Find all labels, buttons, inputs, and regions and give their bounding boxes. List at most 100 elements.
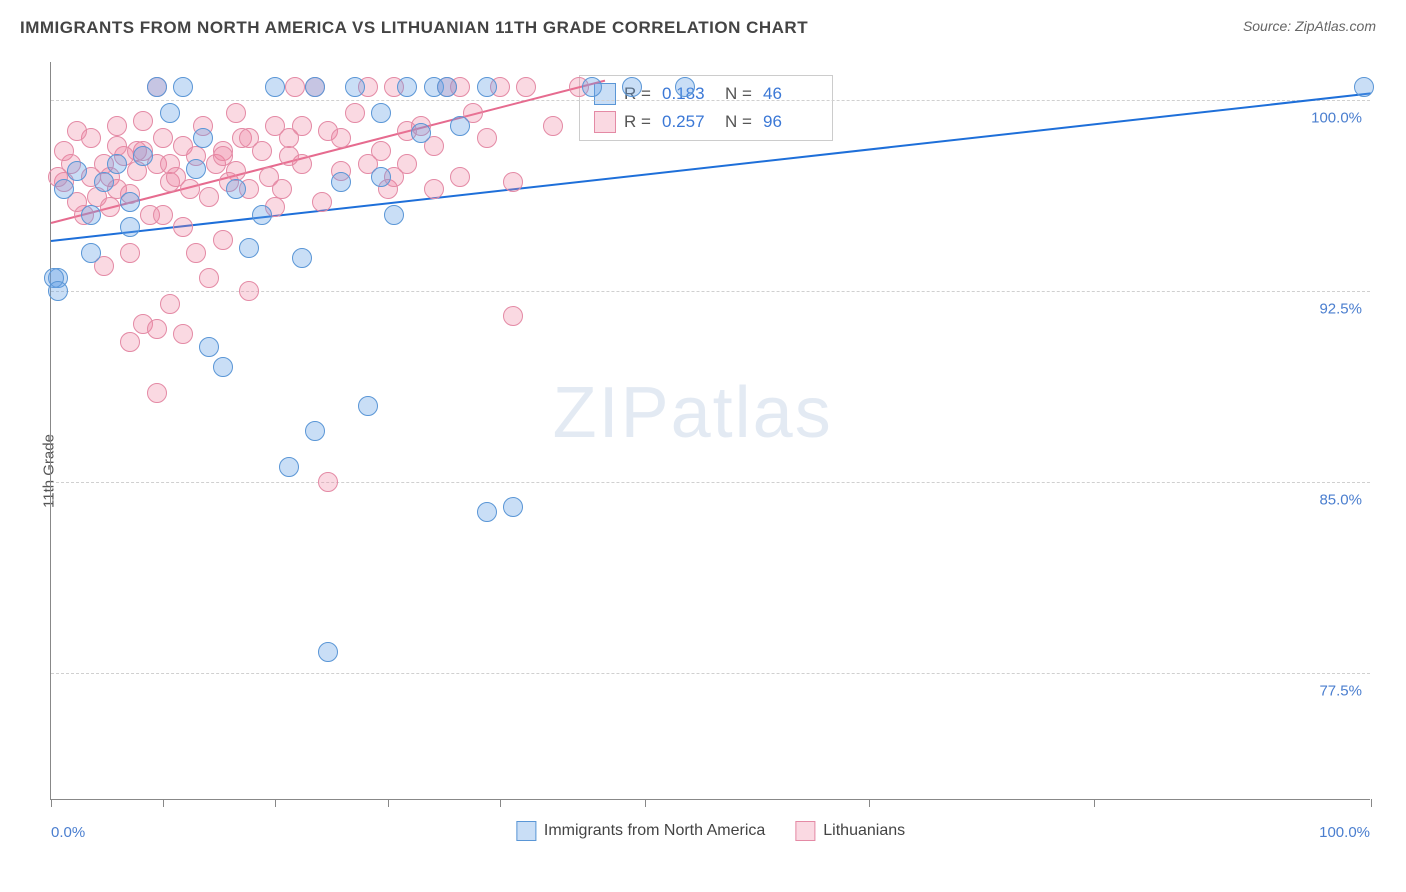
data-point-series1 [265, 77, 285, 97]
data-point-series2 [160, 294, 180, 314]
data-point-series2 [292, 116, 312, 136]
data-point-series1 [160, 103, 180, 123]
stats-r-label: R = [624, 112, 654, 132]
x-tick [51, 799, 52, 807]
data-point-series1 [675, 77, 695, 97]
data-point-series1 [305, 77, 325, 97]
data-point-series2 [424, 179, 444, 199]
bottom-legend: Immigrants from North America Lithuanian… [516, 821, 905, 841]
legend-label-series2: Lithuanians [823, 822, 905, 840]
data-point-series2 [213, 230, 233, 250]
data-point-series2 [180, 179, 200, 199]
gridline [51, 482, 1370, 483]
data-point-series1 [371, 167, 391, 187]
data-point-series1 [186, 159, 206, 179]
legend-item-series2: Lithuanians [795, 821, 905, 841]
data-point-series1 [213, 357, 233, 377]
gridline [51, 673, 1370, 674]
data-point-series2 [477, 128, 497, 148]
data-point-series1 [305, 421, 325, 441]
data-point-series1 [477, 77, 497, 97]
data-point-series1 [173, 77, 193, 97]
data-point-series1 [411, 123, 431, 143]
data-point-series2 [285, 77, 305, 97]
data-point-series1 [54, 179, 74, 199]
watermark-text-b: atlas [671, 373, 833, 453]
series2-swatch-icon [795, 821, 815, 841]
data-point-series1 [133, 146, 153, 166]
data-point-series1 [199, 337, 219, 357]
data-point-series2 [153, 205, 173, 225]
x-tick [645, 799, 646, 807]
stats-legend-box: R = 0.183 N = 46 R = 0.257 N = 96 [579, 75, 833, 141]
series2-swatch-icon [594, 111, 616, 133]
data-point-series1 [81, 205, 101, 225]
data-point-series1 [371, 103, 391, 123]
data-point-series2 [100, 197, 120, 217]
y-tick-label: 100.0% [1311, 110, 1362, 127]
data-point-series1 [450, 116, 470, 136]
data-point-series1 [226, 179, 246, 199]
data-point-series1 [147, 77, 167, 97]
y-tick-label: 92.5% [1319, 301, 1362, 318]
stats-r-value-series2: 0.257 [662, 112, 717, 132]
data-point-series1 [437, 77, 457, 97]
data-point-series1 [292, 248, 312, 268]
x-tick [1094, 799, 1095, 807]
x-tick [869, 799, 870, 807]
data-point-series2 [199, 268, 219, 288]
data-point-series1 [397, 77, 417, 97]
stats-n-value-series2: 96 [763, 112, 818, 132]
data-point-series1 [94, 172, 114, 192]
data-point-series1 [1354, 77, 1374, 97]
data-point-series1 [120, 217, 140, 237]
data-point-series2 [173, 217, 193, 237]
data-point-series2 [318, 472, 338, 492]
data-point-series1 [331, 172, 351, 192]
data-point-series2 [147, 383, 167, 403]
stats-row-series2: R = 0.257 N = 96 [580, 108, 832, 136]
data-point-series2 [54, 141, 74, 161]
data-point-series1 [107, 154, 127, 174]
x-tick [1371, 799, 1372, 807]
gridline [51, 100, 1370, 101]
data-point-series1 [622, 77, 642, 97]
data-point-series1 [67, 161, 87, 181]
watermark-text-a: ZIP [553, 373, 671, 453]
x-tick [275, 799, 276, 807]
data-point-series2 [516, 77, 536, 97]
chart-container: 11th Grade ZIPatlas R = 0.183 N = 46 R =… [0, 50, 1406, 892]
data-point-series2 [186, 243, 206, 263]
data-point-series2 [213, 146, 233, 166]
legend-label-series1: Immigrants from North America [544, 822, 765, 840]
data-point-series2 [226, 103, 246, 123]
data-point-series2 [450, 167, 470, 187]
y-tick-label: 77.5% [1319, 682, 1362, 699]
data-point-series1 [193, 128, 213, 148]
data-point-series2 [503, 172, 523, 192]
data-point-series1 [252, 205, 272, 225]
data-point-series2 [199, 187, 219, 207]
data-point-series2 [331, 128, 351, 148]
data-point-series2 [133, 111, 153, 131]
data-point-series1 [48, 281, 68, 301]
x-tick [163, 799, 164, 807]
y-tick-label: 85.0% [1319, 491, 1362, 508]
stats-row-series1: R = 0.183 N = 46 [580, 80, 832, 108]
x-axis-max-label: 100.0% [1319, 824, 1370, 841]
data-point-series2 [279, 146, 299, 166]
data-point-series1 [239, 238, 259, 258]
series1-swatch-icon [516, 821, 536, 841]
x-axis-min-label: 0.0% [51, 824, 85, 841]
data-point-series2 [107, 116, 127, 136]
legend-item-series1: Immigrants from North America [516, 821, 765, 841]
data-point-series1 [81, 243, 101, 263]
stats-n-label: N = [725, 112, 755, 132]
data-point-series1 [582, 77, 602, 97]
data-point-series2 [160, 154, 180, 174]
data-point-series2 [147, 319, 167, 339]
plot-area: ZIPatlas R = 0.183 N = 46 R = 0.257 N = … [50, 62, 1370, 800]
data-point-series1 [279, 457, 299, 477]
data-point-series1 [345, 77, 365, 97]
x-tick [500, 799, 501, 807]
